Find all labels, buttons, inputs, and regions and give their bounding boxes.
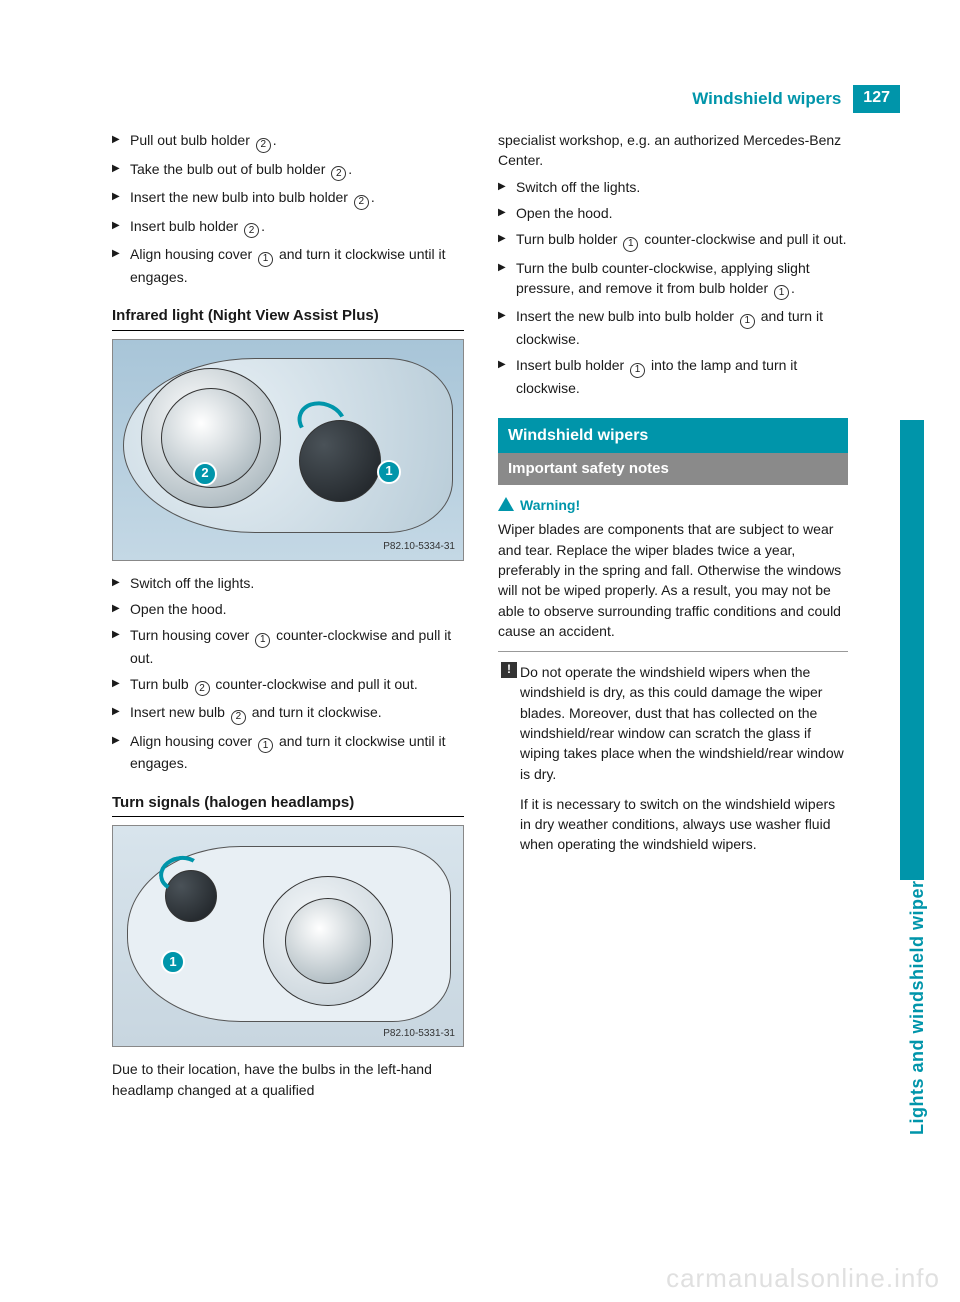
step-marker-icon: ▶ (112, 187, 130, 210)
header-title: Windshield wipers (692, 85, 853, 113)
callout-1: 1 (377, 460, 401, 484)
step-list-3: ▶Switch off the lights. ▶Open the hood. … (498, 177, 848, 398)
step-marker-icon: ▶ (112, 599, 130, 619)
warning-body: Wiper blades are components that are sub… (498, 519, 848, 652)
ref-1-icon: 1 (258, 738, 273, 753)
step-marker-icon: ▶ (112, 702, 130, 725)
step-marker-icon: ▶ (498, 258, 516, 301)
ref-1-icon: 1 (630, 363, 645, 378)
ref-2-icon: 2 (244, 223, 259, 238)
manual-page: Windshield wipers 127 Lights and windshi… (0, 0, 960, 1302)
figure-turnsignal: 1 P82.10-5331-31 (112, 825, 464, 1047)
ref-2-icon: 2 (195, 681, 210, 696)
ref-2-icon: 2 (256, 138, 271, 153)
step-item: ▶Align housing cover 1 and turn it clock… (112, 731, 464, 774)
subsection-title: Important safety notes (498, 453, 848, 485)
caution-block: ! Do not operate the windshield wipers w… (498, 662, 848, 865)
ref-1-icon: 1 (623, 237, 638, 252)
subsection-heading: Infrared light (Night View Assist Plus) (112, 305, 464, 331)
step-item: ▶Switch off the lights. (498, 177, 848, 197)
watermark: carmanualsonline.info (666, 1263, 940, 1294)
step-item: ▶Turn housing cover 1 counter-clockwise … (112, 625, 464, 668)
step-item: ▶Insert the new bulb into bulb holder 1 … (498, 306, 848, 349)
caution-text: Do not operate the windshield wipers whe… (520, 662, 848, 865)
callout-2: 2 (193, 462, 217, 486)
step-item: ▶Open the hood. (112, 599, 464, 619)
right-column: specialist workshop, e.g. an authorized … (498, 130, 848, 1100)
step-item: ▶Turn bulb holder 1 counter-clockwise an… (498, 229, 848, 252)
step-marker-icon: ▶ (498, 229, 516, 252)
step-item: ▶Pull out bulb holder 2. (112, 130, 464, 153)
content-area: ▶Pull out bulb holder 2. ▶Take the bulb … (112, 130, 848, 1100)
step-marker-icon: ▶ (112, 216, 130, 239)
paragraph: specialist workshop, e.g. an authorized … (498, 130, 848, 171)
step-item: ▶Take the bulb out of bulb holder 2. (112, 159, 464, 182)
side-tab (900, 420, 924, 880)
left-column: ▶Pull out bulb holder 2. ▶Take the bulb … (112, 130, 464, 1100)
warning-triangle-icon (498, 497, 514, 511)
figure-code: P82.10-5334-31 (383, 540, 455, 555)
ref-2-icon: 2 (331, 166, 346, 181)
step-marker-icon: ▶ (498, 355, 516, 398)
step-marker-icon: ▶ (112, 573, 130, 593)
step-item: ▶Turn the bulb counter-clockwise, applyi… (498, 258, 848, 301)
step-marker-icon: ▶ (498, 177, 516, 197)
step-marker-icon: ▶ (112, 130, 130, 153)
warning-heading: Warning! (498, 495, 848, 515)
step-item: ▶Switch off the lights. (112, 573, 464, 593)
step-item: ▶Align housing cover 1 and turn it clock… (112, 244, 464, 287)
page-number: 127 (853, 85, 900, 113)
page-header: Windshield wipers 127 (692, 85, 900, 113)
caution-icon: ! (498, 662, 520, 865)
side-section-label: Lights and windshield wipers (907, 870, 928, 1135)
section-title: Windshield wipers (498, 418, 848, 453)
ref-2-icon: 2 (231, 710, 246, 725)
step-marker-icon: ▶ (112, 731, 130, 774)
figure-infrared: 2 1 P82.10-5334-31 (112, 339, 464, 561)
subsection-heading: Turn signals (halogen headlamps) (112, 792, 464, 818)
ref-2-icon: 2 (354, 195, 369, 210)
ref-1-icon: 1 (255, 633, 270, 648)
step-item: ▶Turn bulb 2 counter-clockwise and pull … (112, 674, 464, 697)
step-marker-icon: ▶ (112, 159, 130, 182)
ref-1-icon: 1 (258, 252, 273, 267)
step-item: ▶Open the hood. (498, 203, 848, 223)
paragraph: Due to their location, have the bulbs in… (112, 1059, 464, 1100)
step-list-1: ▶Pull out bulb holder 2. ▶Take the bulb … (112, 130, 464, 287)
step-item: ▶Insert new bulb 2 and turn it clockwise… (112, 702, 464, 725)
step-item: ▶Insert bulb holder 1 into the lamp and … (498, 355, 848, 398)
ref-1-icon: 1 (740, 314, 755, 329)
step-marker-icon: ▶ (112, 674, 130, 697)
step-marker-icon: ▶ (112, 244, 130, 287)
step-item: ▶Insert bulb holder 2. (112, 216, 464, 239)
figure-code: P82.10-5331-31 (383, 1027, 455, 1042)
step-marker-icon: ▶ (498, 203, 516, 223)
step-list-2: ▶Switch off the lights. ▶Open the hood. … (112, 573, 464, 774)
step-item: ▶Insert the new bulb into bulb holder 2. (112, 187, 464, 210)
step-marker-icon: ▶ (112, 625, 130, 668)
ref-1-icon: 1 (774, 285, 789, 300)
step-marker-icon: ▶ (498, 306, 516, 349)
